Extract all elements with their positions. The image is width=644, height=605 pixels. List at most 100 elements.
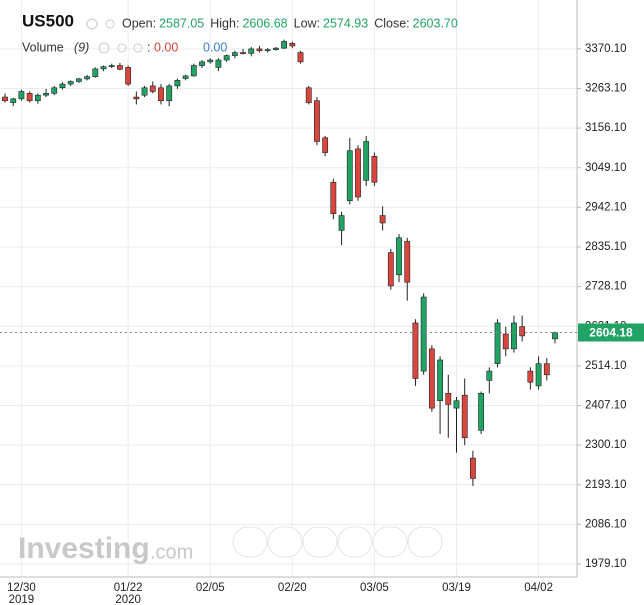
candles (2, 39, 558, 486)
volume-period: (9) (74, 40, 89, 54)
y-tick-label: 2942.10 (585, 201, 627, 213)
x-tick-label: 03/19 (442, 582, 471, 594)
candle-body (330, 181, 337, 214)
zoom-in[interactable] (337, 526, 373, 558)
candle-body (125, 67, 132, 85)
candle-body (494, 322, 501, 364)
candle-body (166, 85, 173, 102)
legend: Open: 2587.05 High: 2606.68 Low: 2574.93 Close… (122, 16, 458, 30)
candle-body (141, 87, 148, 96)
candle-body (92, 68, 99, 77)
legend-value: 2574.93 (323, 16, 368, 30)
y-tick-label: 3263.10 (585, 83, 627, 95)
candle-body (346, 150, 353, 202)
symbol: US500 (22, 11, 74, 30)
y-tick-label: 3370.10 (585, 43, 627, 55)
candle-body (67, 81, 74, 85)
candle-body (355, 148, 361, 198)
legend-name: Open: (122, 16, 156, 30)
y-tick-label: 1979.10 (585, 558, 627, 570)
current-price-label: 2604.18 (589, 326, 633, 340)
legend-value: 2587.05 (159, 16, 204, 30)
candle-body (322, 137, 329, 153)
candle-body (379, 215, 386, 224)
nav-buttons (232, 526, 443, 558)
candle-body (174, 80, 181, 87)
candle-body (264, 49, 271, 52)
y-tick-label: 2514.10 (585, 360, 627, 372)
candle-body (2, 96, 8, 102)
candle-body (371, 155, 378, 183)
legend-name: Low: (294, 16, 320, 30)
candle-body (420, 296, 427, 372)
y-tick-label: 2728.10 (585, 281, 627, 293)
candle-body (75, 78, 82, 82)
candle-body (297, 52, 304, 63)
candle-body (26, 93, 33, 102)
x-year-label: 2019 (9, 594, 35, 605)
x-tick-label: 03/05 (360, 582, 389, 594)
candle-body (51, 87, 58, 94)
candle-body (199, 61, 205, 66)
candle-body (18, 91, 25, 100)
nav-right[interactable] (407, 526, 443, 558)
candle-body (535, 363, 542, 387)
y-tick-label: 2835.10 (585, 241, 627, 253)
candle-body (117, 65, 123, 70)
candle-body (338, 215, 345, 231)
current-price-tag (578, 323, 644, 342)
candle-body (231, 52, 238, 56)
candle-body (34, 94, 41, 102)
watermark-suffix: .com (150, 541, 193, 563)
zoom-out[interactable] (267, 526, 303, 558)
candle-body (100, 66, 107, 70)
candle-body (10, 98, 17, 103)
candle-body (314, 100, 320, 142)
candle-body (108, 65, 115, 67)
candle-body (412, 322, 419, 379)
candle-body (470, 457, 476, 479)
candle-body (190, 65, 197, 77)
candle-body (158, 87, 164, 102)
candle-body (437, 359, 443, 402)
candle-body (387, 252, 394, 287)
candle-body (207, 59, 214, 63)
candle-body (527, 370, 534, 383)
candle-body (552, 332, 558, 340)
candle-body (182, 75, 189, 79)
y-tick-label: 2407.10 (585, 400, 627, 412)
candle-body (445, 393, 452, 405)
candle-body (240, 52, 246, 54)
watermark-brand: Investing (18, 532, 150, 565)
candle-body (502, 333, 509, 350)
x-tick-label: 12/30 (7, 582, 36, 594)
candle-body (404, 241, 411, 283)
candle-body (486, 370, 493, 381)
scale[interactable] (372, 526, 408, 558)
candle-body (84, 76, 90, 80)
candle-body (478, 393, 485, 431)
legend-name: Close: (374, 16, 409, 30)
legend-icons (86, 18, 143, 54)
x-tick-label: 02/05 (196, 582, 225, 594)
candle-body (248, 48, 255, 54)
zoom-reset[interactable] (302, 526, 338, 558)
candle-body (428, 348, 435, 409)
volume-down: 0.00 (154, 40, 178, 54)
candle-body (519, 326, 526, 337)
x-tick-label: 04/02 (524, 582, 553, 594)
x-year-label: 2020 (115, 594, 141, 605)
candle-body (272, 47, 279, 50)
y-tick-label: 3156.10 (585, 122, 627, 134)
candle-body (396, 237, 402, 276)
nav-left[interactable] (232, 526, 268, 558)
candle-body (281, 41, 288, 49)
candle-body (59, 83, 66, 89)
candle-body (43, 93, 49, 96)
volume-label: Volume (22, 40, 64, 54)
candle-body (133, 96, 140, 100)
candle-body (511, 322, 517, 350)
candle-body (289, 43, 296, 47)
grid (0, 0, 581, 577)
